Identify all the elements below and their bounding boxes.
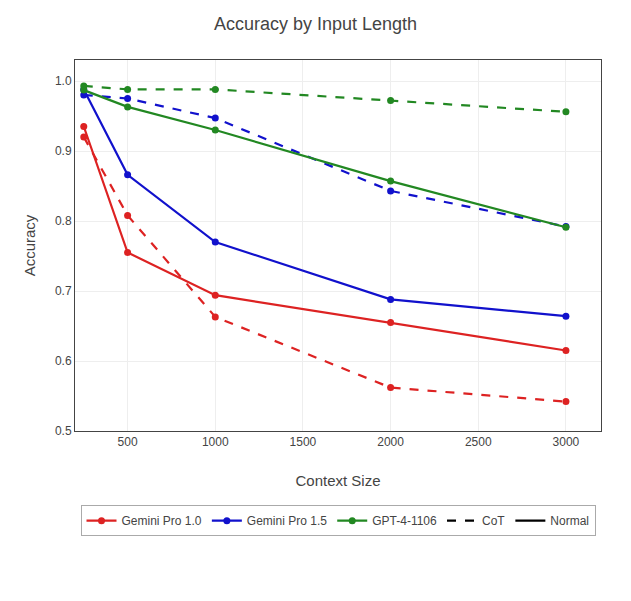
svg-text:GPT-4-1106: GPT-4-1106 (372, 514, 437, 528)
svg-text:1.0: 1.0 (55, 74, 72, 88)
svg-text:2000: 2000 (377, 435, 404, 449)
svg-text:0.6: 0.6 (55, 354, 72, 368)
svg-text:1500: 1500 (290, 435, 317, 449)
svg-text:500: 500 (118, 435, 138, 449)
svg-text:Accuracy: Accuracy (21, 214, 38, 276)
svg-text:Gemini Pro 1.5: Gemini Pro 1.5 (247, 514, 327, 528)
svg-text:1000: 1000 (202, 435, 229, 449)
svg-text:Gemini Pro 1.0: Gemini Pro 1.0 (122, 514, 202, 528)
svg-text:Normal: Normal (550, 514, 589, 528)
svg-text:0.9: 0.9 (55, 144, 72, 158)
svg-text:2500: 2500 (465, 435, 492, 449)
svg-text:Context Size: Context Size (295, 472, 380, 489)
svg-text:0.8: 0.8 (55, 214, 72, 228)
svg-text:0.7: 0.7 (55, 284, 72, 298)
svg-text:CoT: CoT (482, 514, 505, 528)
svg-text:3000: 3000 (553, 435, 580, 449)
svg-text:Accuracy by Input Length: Accuracy by Input Length (214, 14, 417, 34)
svg-text:0.5: 0.5 (55, 424, 72, 438)
